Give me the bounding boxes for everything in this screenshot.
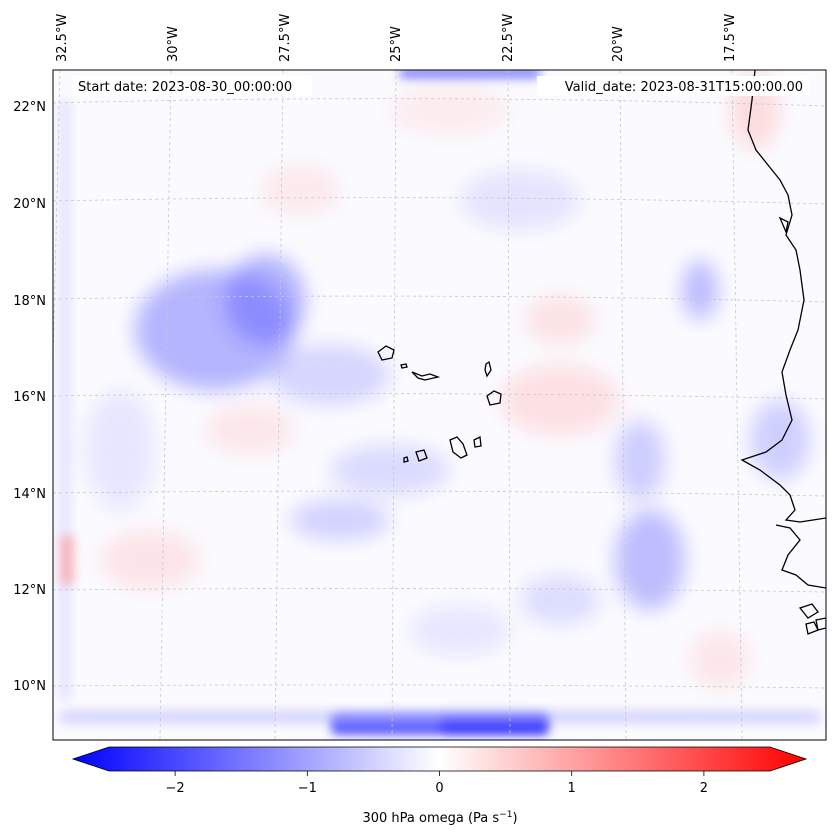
valid-date-label: Valid_date: 2023-08-31T15:00:00.00 [565,80,803,95]
graticule [53,70,826,740]
island-sao-nicolau [411,371,441,381]
lon-tick-label: 25°W [389,26,404,62]
lon-tick-label: 20°W [611,26,626,62]
colorbar: −2 −1 0 1 2 300 hPa omega (Pa s−1) [71,746,808,826]
lat-tick-label: 22°N [13,100,46,115]
lat-tick-label: 20°N [13,197,46,212]
lon-tick-label: 22.5°W [501,14,516,62]
colorbar-tick-label: 1 [568,781,576,796]
colorbar-ticks: −2 −1 0 1 2 [166,771,708,796]
omega-field [58,70,820,734]
lat-tick-label: 14°N [13,487,46,502]
island-brava [403,456,409,463]
colorbar-tick-label: −1 [298,781,317,796]
lon-tick-label: 27.5°W [278,14,293,62]
island-sao-vicente [400,363,408,369]
african-coastline [740,70,826,523]
map-panel: Start date: 2023-08-30_00:00:00 Valid_da… [52,69,827,741]
colorbar-label: 300 hPa omega (Pa s−1) [362,810,517,826]
colorbar-tick-label: 2 [700,781,708,796]
lon-tick-label: 17.5°W [723,14,738,62]
island-fogo [415,449,428,462]
island-maio [473,436,482,448]
coastline [377,70,826,635]
latitude-labels: 22°N 20°N 18°N 16°N 14°N 12°N 10°N [13,100,46,694]
colorbar-tick-label: 0 [435,781,443,796]
lat-tick-label: 16°N [13,390,46,405]
island-santiago [449,436,468,459]
lat-tick-label: 18°N [13,294,46,309]
lon-tick-label: 32.5°W [55,14,70,62]
longitude-labels: 32.5°W 30°W 27.5°W 25°W 22.5°W 20°W 17.5… [55,14,738,62]
island-santo-antao [377,345,395,361]
island-boa-vista [486,390,502,406]
start-date-label: Start date: 2023-08-30_00:00:00 [78,80,292,95]
lon-tick-label: 30°W [166,26,181,62]
lat-tick-label: 10°N [13,679,46,694]
colorbar-tick-label: −2 [166,781,185,796]
island-sal [484,360,492,378]
colorbar-bar [71,746,808,772]
lat-tick-label: 12°N [13,583,46,598]
